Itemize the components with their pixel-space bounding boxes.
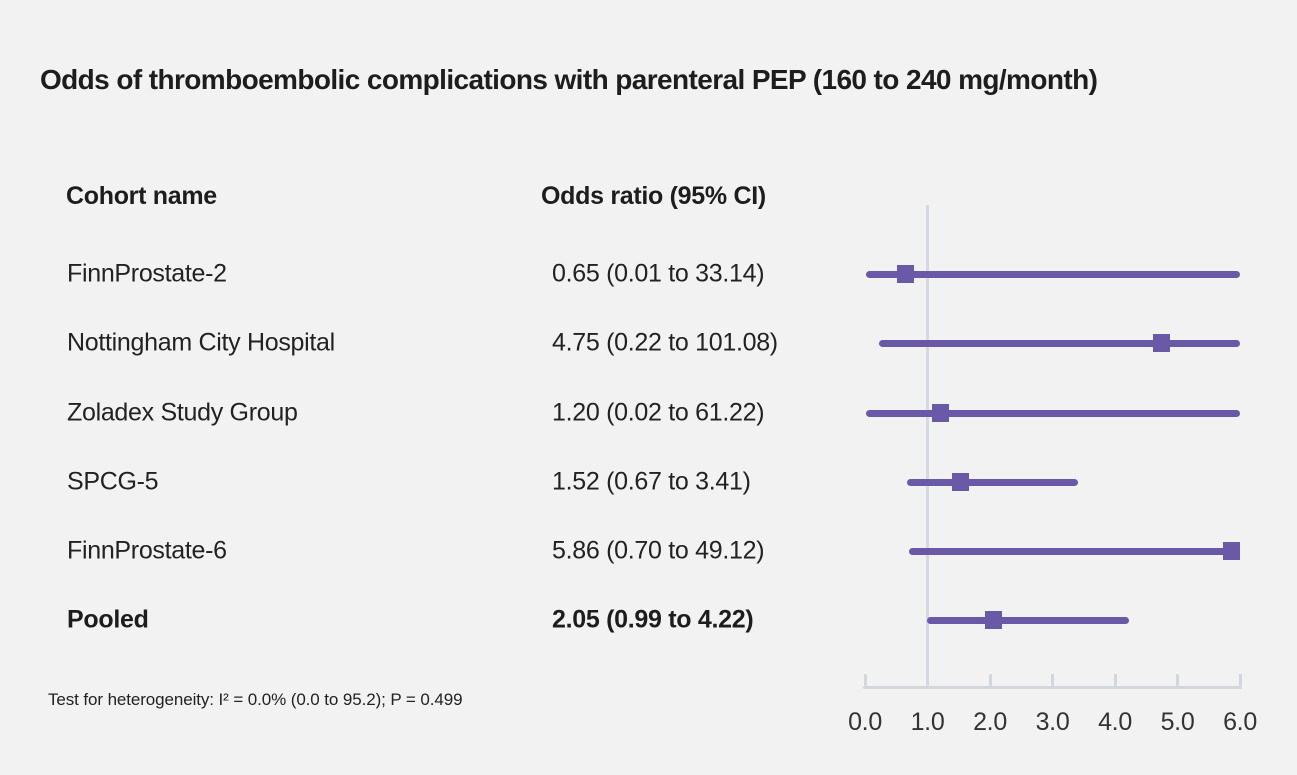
x-axis-tick-label: 6.0 [1223, 708, 1257, 736]
x-axis-baseline [863, 686, 1242, 689]
cohort-name: Nottingham City Hospital [67, 328, 335, 357]
odds-ratio-value: 1.52 (0.67 to 3.41) [552, 467, 751, 496]
forest-row-nottingham-city-hospital: Nottingham City Hospital 4.75 (0.22 to 1… [0, 325, 1297, 361]
confidence-interval-bar [878, 339, 1240, 347]
point-estimate-marker [984, 611, 1002, 629]
forest-row-finnprostate-6: FinnProstate-6 5.86 (0.70 to 49.12) [0, 533, 1297, 569]
point-estimate-marker [897, 265, 915, 283]
x-axis-tick-label: 1.0 [910, 708, 945, 736]
point-estimate-marker [951, 473, 969, 491]
x-axis-tick [1051, 674, 1054, 686]
cohort-name: FinnProstate-6 [67, 536, 227, 565]
x-axis-tick-label: 2.0 [973, 708, 1007, 736]
confidence-interval-bar [866, 409, 1240, 417]
confidence-interval-bar [908, 547, 1240, 555]
x-axis-tick-label: 4.0 [1098, 708, 1132, 736]
odds-ratio-value: 2.05 (0.99 to 4.22) [552, 605, 754, 634]
x-axis-tick-label: 3.0 [1035, 708, 1070, 736]
reference-line-or-1 [926, 205, 929, 689]
odds-ratio-value: 1.20 (0.02 to 61.22) [552, 398, 765, 427]
forest-row-finnprostate-2: FinnProstate-2 0.65 (0.01 to 33.14) [0, 256, 1297, 292]
confidence-interval-bar [865, 270, 1240, 278]
odds-ratio-value: 4.75 (0.22 to 101.08) [552, 328, 778, 357]
forest-row-zoladex-study-group: Zoladex Study Group 1.20 (0.02 to 61.22) [0, 395, 1297, 431]
odds-ratio-value: 5.86 (0.70 to 49.12) [552, 536, 765, 565]
point-estimate-marker [1153, 334, 1171, 352]
x-axis-tick [1176, 674, 1179, 686]
column-header-odds-ratio: Odds ratio (95% CI) [541, 182, 766, 210]
x-axis-tick [1238, 674, 1242, 686]
x-axis-tick [863, 674, 867, 686]
forest-row-spcg-5: SPCG-5 1.52 (0.67 to 3.41) [0, 464, 1297, 500]
x-axis-tick [1113, 674, 1117, 686]
cohort-name: Pooled [67, 605, 149, 634]
odds-ratio-value: 0.65 (0.01 to 33.14) [552, 259, 765, 288]
cohort-name: SPCG-5 [67, 467, 159, 496]
confidence-interval-bar [926, 616, 1129, 624]
confidence-interval-bar [906, 478, 1079, 486]
column-header-cohort: Cohort name [66, 182, 217, 210]
x-axis-tick-label: 0.0 [848, 708, 882, 736]
figure-title: Odds of thromboembolic complications wit… [40, 64, 1098, 95]
point-estimate-marker [931, 404, 949, 422]
cohort-name: FinnProstate-2 [67, 259, 227, 288]
heterogeneity-test-note: Test for heterogeneity: I² = 0.0% (0.0 t… [48, 690, 463, 709]
x-axis-tick [988, 674, 992, 686]
forest-row-pooled: Pooled 2.05 (0.99 to 4.22) [0, 602, 1297, 638]
point-estimate-marker [1222, 542, 1240, 560]
cohort-name: Zoladex Study Group [67, 398, 298, 427]
x-axis-tick-label: 5.0 [1160, 708, 1195, 736]
